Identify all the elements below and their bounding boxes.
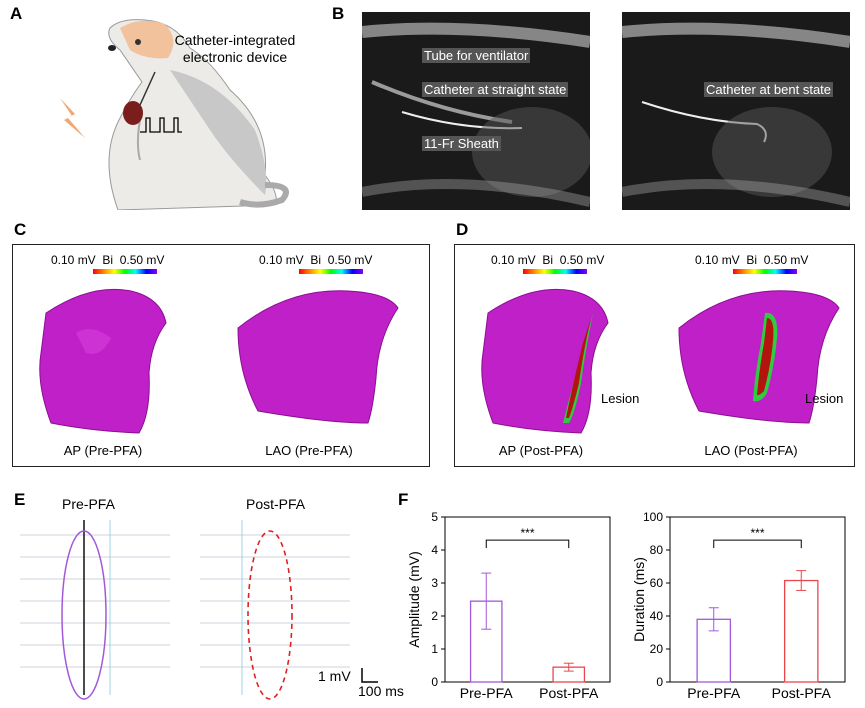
significance-bracket: [713, 539, 802, 549]
panel-d-box: 0.10 mV Bi 0.50 mV 0.10 mV Bi 0.50 mV Le…: [454, 244, 855, 467]
view-label-ap-post: AP (Post-PFA): [498, 443, 584, 458]
y-tick-label: 40: [650, 609, 664, 623]
heart-map-ap-post: [481, 288, 609, 434]
y-tick-label: 1: [431, 642, 438, 656]
colorbar-d1: [523, 269, 587, 274]
y-tick-label: 100: [643, 510, 663, 524]
catheter-bent-label: Catheter at bent state: [704, 82, 834, 97]
y-tick-label: 0: [656, 675, 663, 689]
tube-label: Tube for ventilator: [422, 48, 531, 63]
dog-illustration: [60, 19, 289, 210]
y-tick-label: 4: [431, 543, 438, 557]
panel-label-d: D: [456, 220, 469, 239]
significance-label: ***: [520, 526, 534, 540]
x-tick-label: Pre-PFA: [687, 685, 741, 701]
y-tick-label: 60: [650, 576, 664, 590]
y-tick-label: 0: [431, 675, 438, 689]
view-label-lao-post: LAO (Post-PFA): [704, 443, 798, 458]
post-pfa-label: Post-PFA: [246, 496, 306, 512]
y-tick-label: 80: [650, 543, 664, 557]
heart-map-lao-post: [678, 290, 840, 424]
heart-map-ap-pre: [39, 288, 167, 434]
post-pfa-oval: [247, 530, 293, 700]
panel-label-e: E: [14, 490, 26, 509]
y-tick-label: 5: [431, 510, 438, 524]
amplitude-chart: 0 1 2 3 4 5 Amplitude (mV) Pre-PFA Post-PFA ***: [406, 510, 611, 701]
colorbar-c2: [299, 269, 363, 274]
device-caption: Catheter-integrated electronic device: [174, 32, 296, 65]
colorbar-c1: [93, 269, 157, 274]
significance-bracket: [485, 539, 570, 549]
xray-bent: [622, 12, 850, 210]
colorbar-d2: [733, 269, 797, 274]
lightning-icon: [60, 98, 85, 138]
panel-label-b: B: [332, 4, 345, 23]
egm-traces: [20, 520, 350, 700]
pre-pfa-oval: [61, 530, 107, 700]
view-label-ap-pre: AP (Pre-PFA): [63, 443, 143, 458]
lesion-label-ap: Lesion: [601, 391, 640, 406]
panel-label-f: F: [398, 490, 409, 509]
scale-ms: 100 ms: [358, 683, 404, 699]
significance-label: ***: [750, 526, 764, 540]
heart-map-lao-pre: [237, 290, 399, 424]
y-axis-label: Amplitude (mV): [406, 551, 422, 647]
duration-chart: 0 20 40 60 80 100 Duration (ms) Pre-PFA Post-PFA…: [631, 510, 846, 701]
catheter-straight-label: Catheter at straight state: [422, 82, 569, 97]
xray-straight: [362, 12, 590, 210]
x-tick-label: Post-PFA: [539, 685, 599, 701]
panel-label-a: A: [10, 4, 23, 23]
view-label-lao-pre: LAO (Pre-PFA): [265, 443, 353, 458]
y-tick-label: 3: [431, 576, 438, 590]
x-tick-label: Post-PFA: [772, 685, 832, 701]
panel-c-box: 0.10 mV Bi 0.50 mV 0.10 mV Bi 0.50 mV AP…: [12, 244, 430, 467]
scale-bar: [361, 668, 378, 683]
sheath-label: 11-Fr Sheath: [422, 136, 501, 151]
plot-frame: [444, 516, 611, 683]
lesion-label-lao: Lesion: [805, 391, 844, 406]
x-tick-label: Pre-PFA: [460, 685, 514, 701]
y-tick-label: 20: [650, 642, 664, 656]
plot-frame: [669, 516, 846, 683]
y-tick-label: 2: [431, 609, 438, 623]
pre-pfa-label: Pre-PFA: [62, 496, 115, 512]
bar: [783, 579, 819, 683]
scale-mv: 1 mV: [318, 668, 351, 684]
panel-label-c: C: [14, 220, 27, 239]
y-axis-label: Duration (ms): [631, 557, 647, 642]
